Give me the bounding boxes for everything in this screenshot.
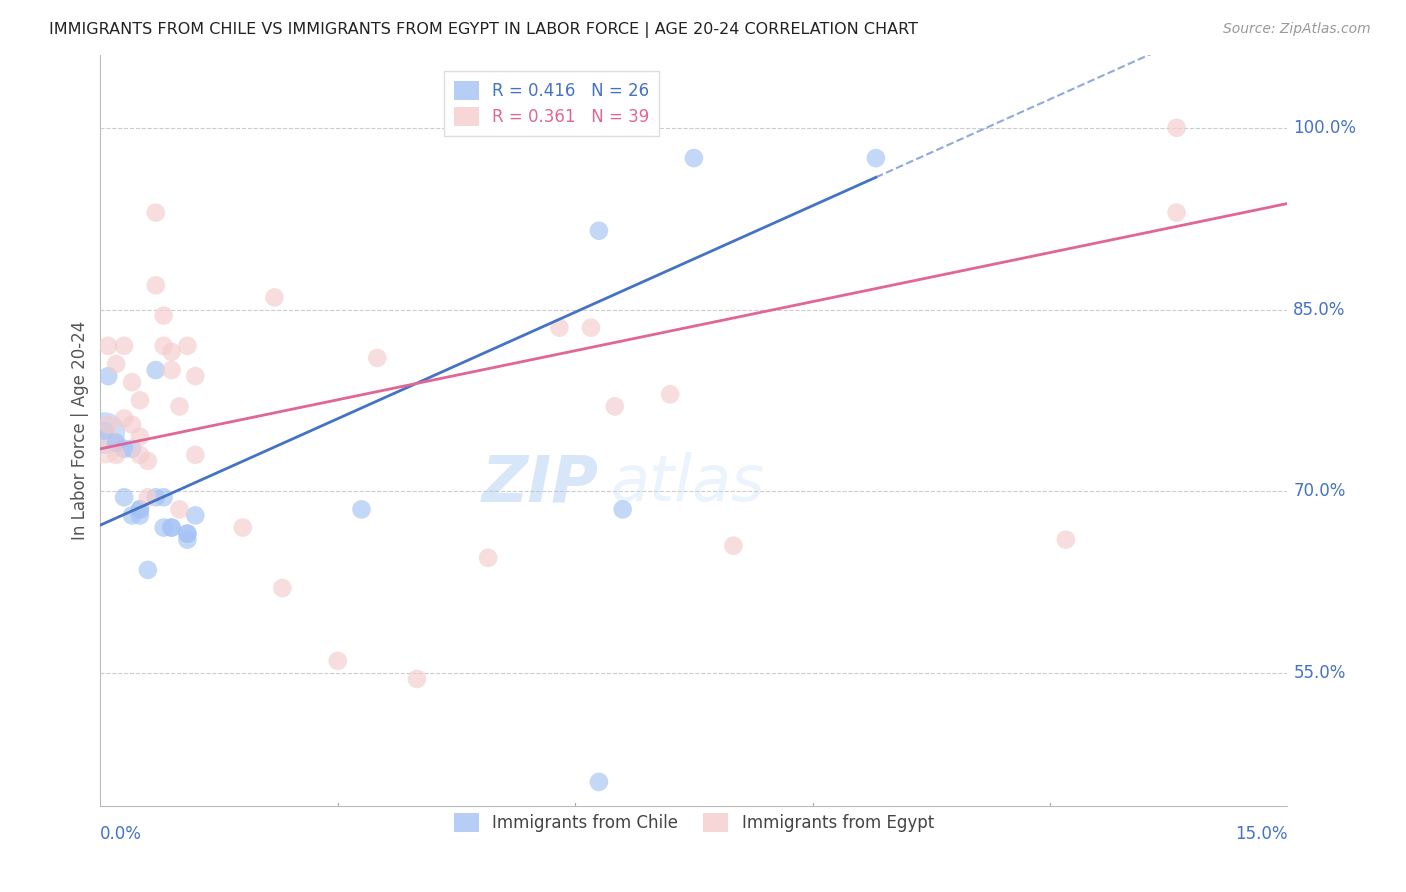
Point — [145, 278, 167, 293]
Point — [145, 490, 167, 504]
Text: IMMIGRANTS FROM CHILE VS IMMIGRANTS FROM EGYPT IN LABOR FORCE | AGE 20-24 CORREL: IMMIGRANTS FROM CHILE VS IMMIGRANTS FROM… — [49, 22, 918, 38]
Point — [366, 351, 388, 365]
Point — [129, 502, 152, 516]
Point — [1054, 533, 1077, 547]
Point — [160, 363, 183, 377]
Point — [136, 454, 159, 468]
Point — [129, 448, 152, 462]
Point — [112, 411, 135, 425]
Point — [1166, 205, 1188, 219]
Point — [406, 672, 429, 686]
Point — [136, 490, 159, 504]
Point — [477, 550, 499, 565]
Text: 85.0%: 85.0% — [1294, 301, 1346, 318]
Point — [129, 393, 152, 408]
Text: 55.0%: 55.0% — [1294, 664, 1346, 681]
Point — [184, 508, 207, 523]
Point — [865, 151, 887, 165]
Point — [588, 224, 610, 238]
Text: atlas: atlas — [610, 452, 765, 514]
Text: Source: ZipAtlas.com: Source: ZipAtlas.com — [1223, 22, 1371, 37]
Point — [121, 417, 143, 432]
Point — [112, 442, 135, 456]
Point — [169, 502, 191, 516]
Point — [176, 533, 198, 547]
Point — [93, 424, 115, 438]
Point — [271, 581, 294, 595]
Text: 100.0%: 100.0% — [1294, 119, 1357, 136]
Point — [129, 430, 152, 444]
Point — [112, 490, 135, 504]
Point — [121, 375, 143, 389]
Point — [145, 205, 167, 219]
Point — [129, 508, 152, 523]
Point — [326, 654, 349, 668]
Point — [121, 508, 143, 523]
Point — [129, 502, 152, 516]
Point — [1166, 120, 1188, 135]
Point — [184, 369, 207, 384]
Text: 15.0%: 15.0% — [1234, 825, 1288, 843]
Point — [97, 369, 120, 384]
Point — [105, 357, 128, 371]
Point — [548, 320, 571, 334]
Point — [683, 151, 706, 165]
Point — [97, 417, 120, 432]
Point — [160, 520, 183, 534]
Point — [152, 339, 174, 353]
Point — [659, 387, 682, 401]
Point — [152, 490, 174, 504]
Point — [176, 526, 198, 541]
Point — [184, 448, 207, 462]
Point — [588, 775, 610, 789]
Point — [232, 520, 254, 534]
Point — [152, 309, 174, 323]
Text: 70.0%: 70.0% — [1294, 483, 1346, 500]
Point — [612, 502, 634, 516]
Point — [263, 290, 285, 304]
Point — [121, 442, 143, 456]
Point — [350, 502, 373, 516]
Point — [152, 520, 174, 534]
Point — [105, 435, 128, 450]
Point — [603, 400, 626, 414]
Point — [145, 363, 167, 377]
Point — [93, 438, 115, 452]
Point — [579, 320, 602, 334]
Point — [112, 339, 135, 353]
Point — [176, 339, 198, 353]
Point — [136, 563, 159, 577]
Point — [160, 345, 183, 359]
Y-axis label: In Labor Force | Age 20-24: In Labor Force | Age 20-24 — [72, 321, 89, 541]
Text: 0.0%: 0.0% — [100, 825, 142, 843]
Point — [105, 448, 128, 462]
Point — [160, 520, 183, 534]
Point — [723, 539, 745, 553]
Point — [176, 526, 198, 541]
Point — [93, 426, 115, 441]
Text: ZIP: ZIP — [482, 452, 599, 514]
Legend: Immigrants from Chile, Immigrants from Egypt: Immigrants from Chile, Immigrants from E… — [447, 806, 941, 839]
Point — [97, 339, 120, 353]
Point — [169, 400, 191, 414]
